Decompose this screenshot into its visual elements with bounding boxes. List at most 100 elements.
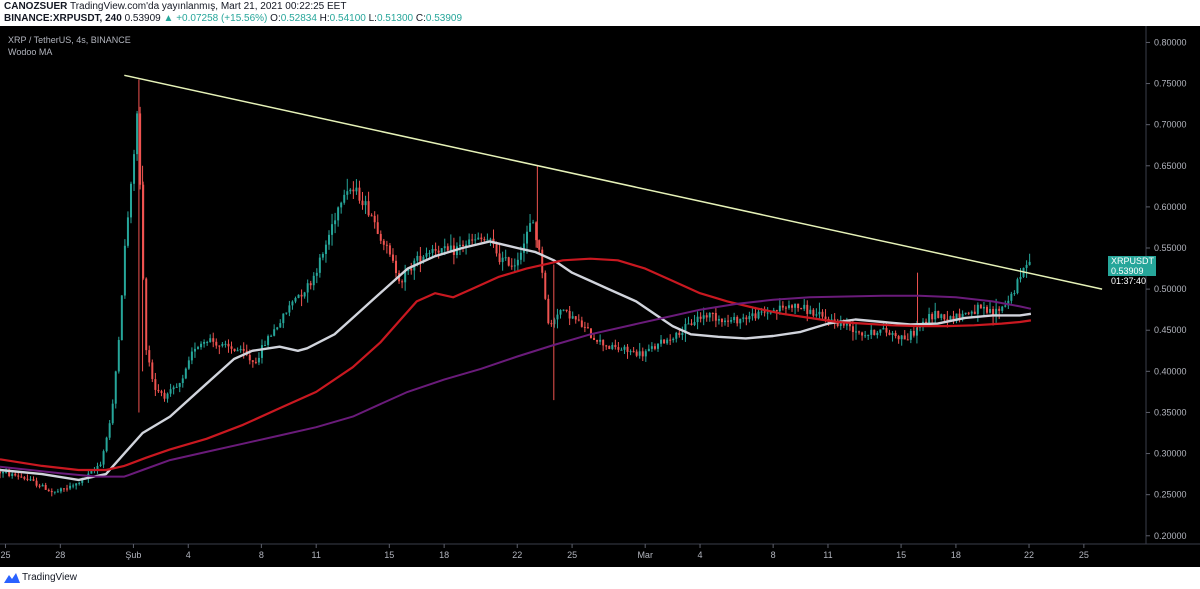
- x-tick-label: 8: [259, 550, 264, 560]
- x-tick-label: 25: [1079, 550, 1089, 560]
- candle-body: [44, 484, 47, 490]
- candle-body: [982, 306, 985, 309]
- candle-body: [717, 318, 720, 321]
- candle-body: [99, 464, 102, 466]
- candle-body: [428, 252, 431, 254]
- candle-body: [206, 341, 209, 343]
- chart-canvas[interactable]: 0.20000 0.25000 0.30000 0.35000 0.40000 0.450…: [0, 26, 1200, 567]
- candle-body: [626, 346, 629, 352]
- candle-body: [550, 323, 553, 325]
- candle-body: [763, 311, 766, 313]
- candle-body: [38, 485, 41, 487]
- candle-body: [276, 327, 279, 330]
- candle-body: [526, 231, 529, 244]
- x-tick-label: 15: [896, 550, 906, 560]
- candle-body: [742, 317, 745, 319]
- candle-body: [248, 354, 251, 361]
- candle-body: [781, 305, 784, 308]
- candle-body: [50, 491, 53, 493]
- series-ma_fast: [0, 240, 1032, 482]
- chart-legend: XRP / TetherUS, 4s, BINANCE Wodoo MA: [8, 34, 131, 58]
- series-trendline: [124, 74, 1103, 290]
- candle-body: [422, 256, 425, 263]
- candle-body: [818, 311, 821, 315]
- candle-body: [614, 344, 617, 348]
- candle-body: [285, 312, 288, 314]
- candle-body: [215, 341, 218, 346]
- candle-body: [797, 303, 800, 309]
- candle-body: [267, 336, 270, 345]
- candle-body: [23, 477, 26, 479]
- candle-body: [489, 238, 492, 240]
- candle-body: [995, 308, 998, 316]
- candle-body: [474, 239, 477, 241]
- candle-body: [736, 316, 739, 324]
- legend-pair: XRP / TetherUS, 4s, BINANCE: [8, 35, 131, 45]
- candle-body: [382, 240, 385, 245]
- series-ma_mid: [0, 257, 1032, 472]
- candle-body: [358, 187, 361, 201]
- candle-body: [498, 253, 501, 263]
- candle-body: [848, 321, 851, 327]
- candle-body: [806, 304, 809, 314]
- x-tick-label: Mar: [637, 550, 653, 560]
- candle-body: [580, 320, 583, 327]
- candle-body: [123, 245, 126, 296]
- candle-body: [41, 484, 44, 487]
- candle-body: [946, 319, 949, 321]
- candle-body: [928, 314, 931, 324]
- candle-body: [809, 309, 812, 314]
- candle-body: [672, 338, 675, 341]
- candle-body: [897, 336, 900, 340]
- publish-meta: TradingView.com'da yayınlanmış, Mart 21,…: [69, 1, 347, 12]
- candle-body: [647, 348, 650, 352]
- candle-body: [257, 357, 260, 363]
- y-tick-label: 0.75000: [1154, 79, 1187, 89]
- last-price: 0.53909: [124, 13, 161, 24]
- price-tag-price: 0.53909: [1111, 266, 1144, 276]
- candle-body: [440, 248, 443, 253]
- candle-body: [687, 323, 690, 325]
- high-label: H:: [319, 13, 330, 24]
- candle-body: [815, 314, 818, 316]
- candle-body: [142, 184, 145, 279]
- candle-body: [458, 244, 461, 247]
- candle-body: [209, 338, 212, 342]
- candle-body: [364, 201, 367, 206]
- candle-body: [943, 314, 946, 320]
- candle-body: [760, 311, 763, 313]
- candle-body: [766, 312, 769, 314]
- candle-body: [114, 371, 117, 404]
- candle-body: [791, 305, 794, 308]
- price-chart[interactable]: 0.20000 0.25000 0.30000 0.35000 0.40000 0.450…: [0, 26, 1200, 567]
- candle-body: [778, 305, 781, 312]
- candle-body: [538, 240, 541, 250]
- candle-body: [218, 345, 221, 347]
- candle-body: [632, 351, 635, 353]
- candle-body: [602, 339, 605, 346]
- candle-body: [154, 379, 157, 390]
- candle-body: [821, 311, 824, 317]
- candle-body: [708, 313, 711, 318]
- candle-body: [309, 283, 312, 286]
- candle-body: [78, 482, 81, 484]
- candle-body: [495, 244, 498, 254]
- candle-body: [638, 351, 641, 356]
- candle-body: [224, 343, 227, 345]
- candle-body: [437, 250, 440, 253]
- candle-body: [425, 253, 428, 257]
- candle-body: [401, 281, 404, 283]
- candle-body: [882, 328, 885, 330]
- candle-body: [349, 189, 352, 192]
- x-tick-label: 8: [771, 550, 776, 560]
- candle-body: [169, 389, 172, 394]
- candle-body: [964, 312, 967, 314]
- candle-body: [727, 320, 730, 322]
- candle-body: [583, 326, 586, 328]
- candle-body: [952, 316, 955, 322]
- candle-body: [553, 319, 556, 325]
- y-tick-label: 0.65000: [1154, 161, 1187, 171]
- candle-body: [617, 347, 620, 350]
- candle-body: [751, 313, 754, 317]
- candle-body: [519, 252, 522, 260]
